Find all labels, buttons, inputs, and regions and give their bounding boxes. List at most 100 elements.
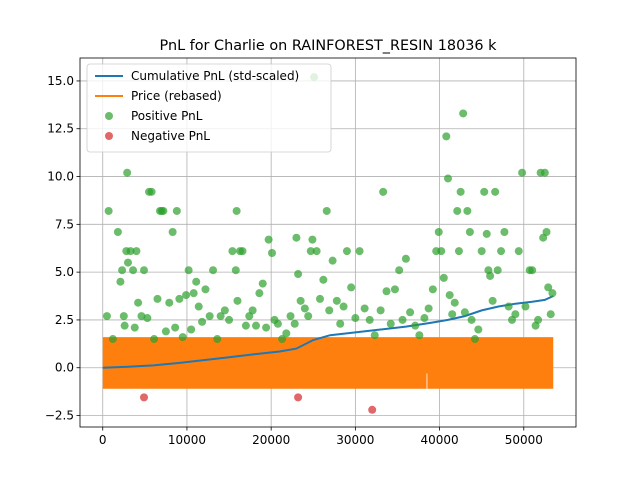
positive-pnl-point (497, 247, 506, 256)
positive-pnl-point (175, 294, 184, 303)
positive-pnl-point (264, 235, 273, 244)
positive-pnl-point (434, 227, 443, 236)
legend-label: Positive PnL (131, 109, 203, 123)
y-tick-label: −2.5 (45, 409, 74, 423)
positive-pnl-point (456, 187, 465, 196)
positive-pnl-point (351, 314, 360, 323)
y-tick-label: 15.0 (47, 74, 74, 88)
negative-pnl-point (294, 393, 303, 402)
positive-pnl-point (486, 271, 495, 280)
positive-pnl-point (248, 306, 257, 315)
positive-pnl-point (493, 266, 502, 275)
x-tick-label: 20000 (252, 433, 290, 447)
positive-pnl-point (189, 289, 198, 298)
positive-pnl-point (376, 306, 385, 315)
positive-pnl-point (477, 247, 486, 256)
positive-pnl-point (262, 323, 271, 332)
positive-pnl-point (252, 321, 260, 330)
y-tick-label: 7.5 (55, 217, 74, 231)
positive-pnl-point (205, 312, 214, 321)
positive-pnl-point (268, 249, 276, 258)
x-tick-label: 40000 (420, 433, 458, 447)
positive-pnl-point (143, 314, 152, 323)
positive-pnl-point (386, 319, 395, 328)
positive-pnl-point (132, 247, 141, 256)
positive-pnl-point (395, 266, 404, 275)
positive-pnl-point (379, 187, 388, 196)
positive-pnl-point (398, 315, 407, 324)
positive-pnl-point (306, 247, 315, 256)
positive-pnl-point (228, 247, 237, 256)
positive-pnl-point (308, 235, 317, 244)
plot-frame (79, 57, 577, 428)
positive-pnl-point (232, 206, 241, 215)
positive-pnl-point (161, 327, 170, 336)
positive-pnl-point (424, 304, 433, 313)
positive-pnl-point (286, 312, 295, 321)
positive-pnl-point (296, 296, 305, 305)
positive-pnl-point (382, 287, 391, 296)
positive-pnl-point (278, 335, 287, 344)
positive-pnl-point (406, 308, 415, 317)
x-tick-label: 30000 (336, 433, 374, 447)
positive-pnl-point (231, 266, 240, 275)
positive-pnl-point (304, 312, 313, 321)
positive-pnl-point (459, 109, 468, 118)
positive-pnl-point (294, 270, 303, 279)
y-tick-label: 10.0 (47, 170, 74, 184)
positive-pnl-point (454, 247, 463, 256)
positive-pnl-point (319, 275, 328, 284)
legend-label: Negative PnL (131, 129, 210, 143)
positive-pnl-point (460, 308, 469, 317)
positive-pnl-point (542, 227, 551, 236)
positive-pnl-point (428, 285, 437, 294)
positive-pnl-point (439, 273, 448, 282)
y-tick-label: 0.0 (55, 361, 74, 375)
negative-pnl-point (140, 393, 148, 402)
positive-pnl-point (500, 227, 509, 236)
y-tick-label: 5.0 (55, 265, 74, 279)
positive-pnl-point (470, 335, 479, 344)
positive-pnl-point (198, 317, 207, 326)
positive-pnl-point (165, 298, 174, 307)
positive-pnl-point (420, 314, 429, 323)
positive-pnl-point (194, 302, 203, 311)
positive-pnl-point (347, 283, 356, 292)
positive-pnl-point (273, 319, 282, 328)
positive-pnl-point (187, 325, 196, 334)
positive-pnl-point (147, 187, 156, 196)
positive-pnl-point (332, 296, 341, 305)
positive-pnl-point (172, 206, 181, 215)
positive-pnl-point (342, 247, 351, 256)
positive-pnl-point (108, 335, 117, 344)
positive-pnl-point (482, 229, 491, 238)
positive-pnl-point (444, 174, 452, 183)
chart-title: PnL for Charlie on RAINFOREST_RESIN 1803… (160, 38, 498, 54)
positive-pnl-point (528, 266, 537, 275)
legend-label: Price (rebased) (131, 89, 222, 103)
y-tick-label: 2.5 (55, 313, 74, 327)
legend-swatch-marker (105, 132, 113, 140)
positive-pnl-point (116, 277, 125, 286)
positive-pnl-point (336, 319, 345, 328)
positive-pnl-point (544, 283, 553, 292)
positive-pnl-point (365, 315, 374, 324)
positive-pnl-point (233, 296, 242, 305)
cumulative-line-layer (102, 295, 554, 369)
positive-pnl-point (328, 256, 337, 265)
positive-pnl-point (255, 289, 264, 298)
positive-pnl-point (355, 247, 364, 256)
legend-label: Cumulative PnL (std-scaled) (131, 69, 299, 83)
positive-pnl-point (465, 227, 474, 236)
positive-pnl-point (534, 315, 543, 324)
positive-pnl-point (325, 306, 334, 315)
positive-pnl-point (159, 206, 168, 215)
positive-pnl-point (182, 291, 191, 300)
positive-pnl-point (467, 315, 476, 324)
positive-pnl-point (292, 233, 301, 242)
positive-pnl-point (118, 266, 127, 275)
positive-pnl-point (300, 304, 309, 313)
positive-pnl-point (316, 294, 324, 303)
positive-pnl-point (437, 247, 446, 256)
